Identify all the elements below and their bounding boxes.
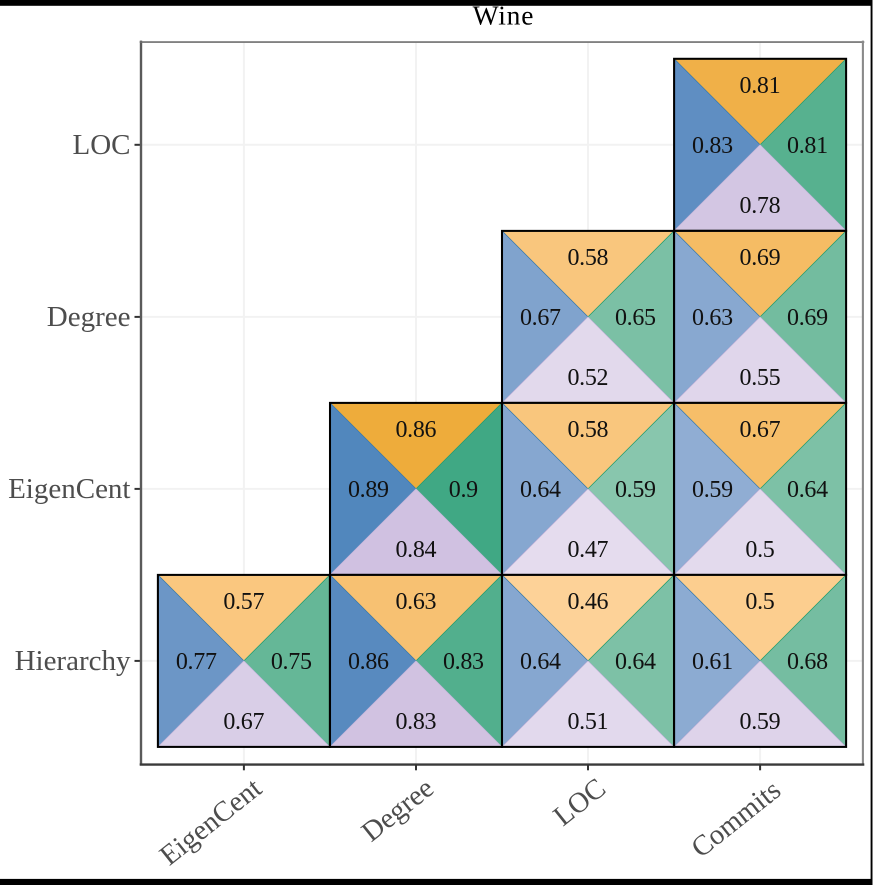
svg-text:0.67: 0.67 [740,417,781,443]
svg-text:0.64: 0.64 [615,649,656,675]
svg-text:0.63: 0.63 [692,305,733,331]
svg-text:0.63: 0.63 [395,589,436,615]
svg-text:0.67: 0.67 [223,709,264,735]
svg-text:0.47: 0.47 [567,537,608,563]
svg-text:0.67: 0.67 [520,305,561,331]
svg-text:0.58: 0.58 [567,245,608,271]
svg-text:0.59: 0.59 [692,477,733,503]
svg-text:0.69: 0.69 [787,305,828,331]
svg-text:0.81: 0.81 [740,73,781,99]
svg-text:LOC: LOC [73,129,131,161]
svg-text:0.58: 0.58 [567,417,608,443]
svg-text:0.55: 0.55 [740,365,781,391]
svg-text:0.52: 0.52 [567,365,608,391]
svg-text:0.64: 0.64 [520,477,561,503]
svg-text:0.69: 0.69 [740,245,781,271]
svg-text:0.86: 0.86 [348,649,389,675]
svg-text:0.46: 0.46 [567,589,608,615]
svg-text:0.57: 0.57 [223,589,264,615]
svg-text:0.89: 0.89 [348,477,389,503]
svg-text:0.64: 0.64 [787,477,828,503]
svg-text:0.86: 0.86 [395,417,436,443]
svg-text:0.61: 0.61 [692,649,733,675]
svg-text:0.64: 0.64 [520,649,561,675]
svg-text:0.81: 0.81 [787,133,828,159]
svg-text:0.9: 0.9 [449,477,478,503]
svg-text:0.78: 0.78 [740,193,781,219]
svg-text:Hierarchy: Hierarchy [15,645,131,677]
svg-text:0.5: 0.5 [745,537,774,563]
svg-text:0.84: 0.84 [395,537,436,563]
svg-text:0.68: 0.68 [787,649,828,675]
svg-text:0.83: 0.83 [692,133,733,159]
svg-text:0.51: 0.51 [567,709,608,735]
svg-text:0.75: 0.75 [271,649,312,675]
svg-text:0.59: 0.59 [615,477,656,503]
svg-text:0.5: 0.5 [745,589,774,615]
svg-text:0.77: 0.77 [176,649,217,675]
svg-text:EigenCent: EigenCent [8,473,130,505]
svg-text:0.83: 0.83 [443,649,484,675]
svg-text:Degree: Degree [47,301,131,333]
svg-text:0.59: 0.59 [740,709,781,735]
svg-text:0.65: 0.65 [615,305,656,331]
svg-text:0.83: 0.83 [395,709,436,735]
